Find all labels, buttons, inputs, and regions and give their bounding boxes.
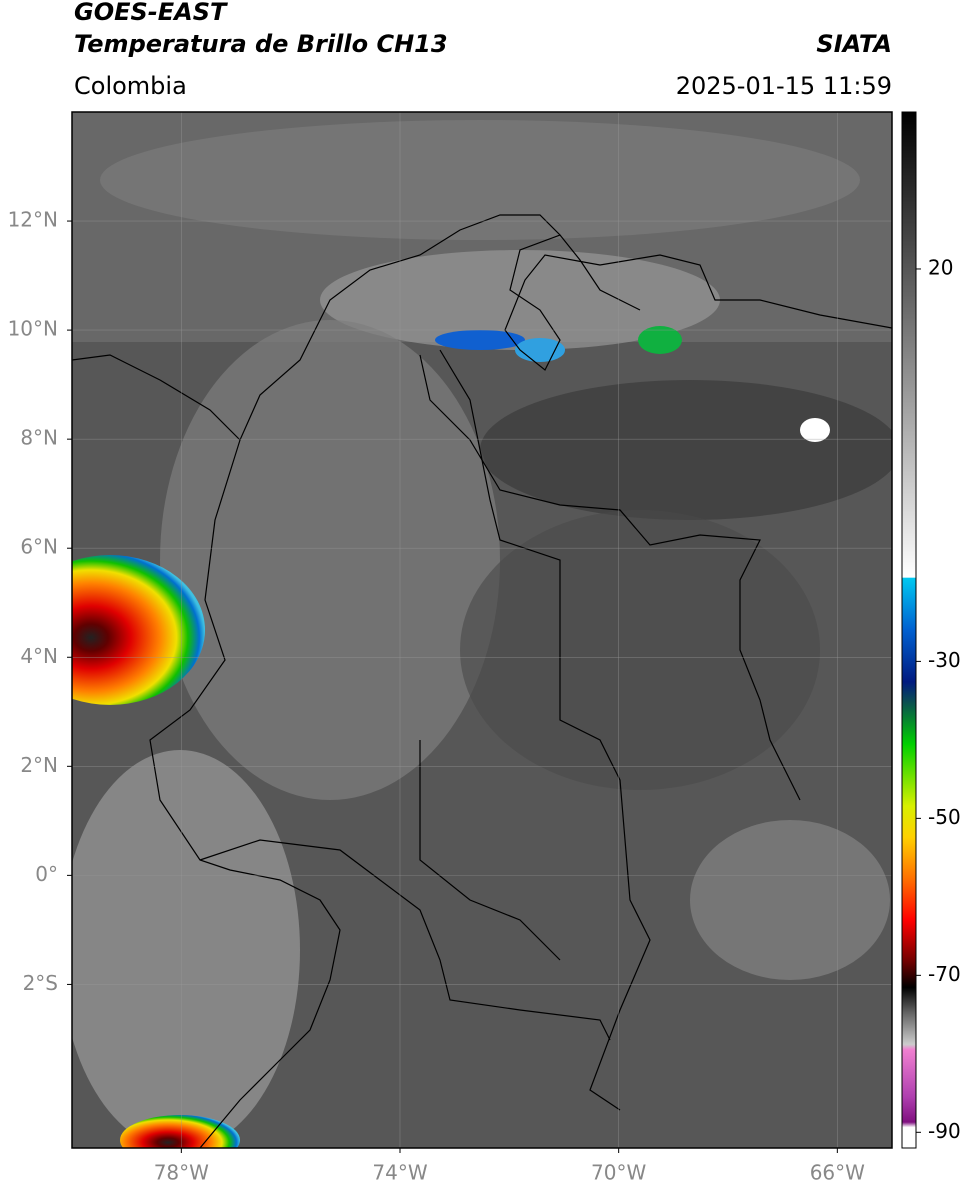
y-tick-label: 4°N (20, 644, 58, 668)
graticule (72, 112, 892, 1148)
colorbar-tick-label: -30 (928, 648, 961, 672)
colorbar-tick-label: -50 (928, 805, 961, 829)
y-tick-label: 8°N (20, 426, 58, 450)
colorbar (901, 111, 917, 1149)
subtitle: Temperatura de Brillo CH13 (74, 30, 448, 58)
satellite-image (72, 112, 892, 1148)
colorbar-tick-label: 20 (928, 255, 953, 279)
datetime: 2025-01-15 11:59 (676, 72, 892, 100)
x-tick-label: 70°W (591, 1161, 646, 1185)
colorbar-tick-label: -70 (928, 962, 961, 986)
organization: SIATA (816, 30, 892, 58)
colorbar-tick-label: -90 (928, 1119, 961, 1143)
y-tick-label: 0° (35, 862, 58, 886)
region: Colombia (74, 72, 187, 100)
title: GOES-EAST (74, 0, 228, 26)
map-frame (71, 111, 893, 1149)
x-tick-label: 74°W (372, 1161, 427, 1185)
x-tick-label: 78°W (154, 1161, 209, 1185)
y-tick-label: 2°S (23, 971, 58, 995)
y-tick-label: 6°N (20, 535, 58, 559)
y-tick-label: 10°N (8, 317, 58, 341)
x-tick-label: 66°W (810, 1161, 865, 1185)
y-tick-label: 2°N (20, 753, 58, 777)
y-tick-label: 12°N (8, 208, 58, 232)
